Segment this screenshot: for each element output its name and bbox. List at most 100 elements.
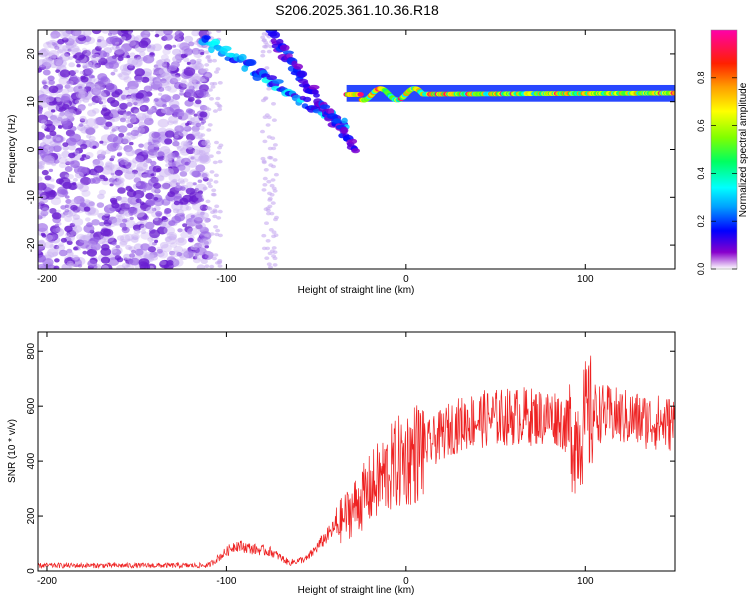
noise-blob	[185, 139, 193, 145]
noise-blob	[266, 262, 272, 267]
noise-blob	[164, 130, 175, 138]
noise-blob	[199, 198, 205, 202]
noise-blob	[191, 170, 200, 178]
noise-blob	[213, 173, 219, 178]
noise-blob	[267, 204, 273, 209]
noise-blob	[205, 199, 211, 204]
noise-blob	[60, 237, 67, 243]
noise-blob	[187, 96, 195, 102]
noise-blob	[87, 259, 98, 268]
noise-blob	[206, 107, 212, 112]
noise-blob	[211, 256, 217, 261]
noise-blob	[134, 75, 144, 83]
snr-x-tick-label: -200	[37, 576, 57, 587]
noise-blob	[69, 223, 76, 228]
noise-blob	[50, 197, 62, 206]
noise-blob	[149, 82, 154, 86]
noise-blob	[48, 79, 56, 85]
snr-ticks: -200 -100 0 100 0 200 400 600 800	[26, 332, 675, 587]
colorbar: 0.0 0.2 0.4 0.6 0.8 Normalized spectral ampl…	[696, 29, 749, 275]
noise-blob	[126, 95, 135, 103]
noise-blob	[125, 132, 131, 137]
noise-blob	[66, 260, 74, 267]
noise-blob	[207, 123, 213, 127]
noise-blob	[98, 57, 108, 66]
noise-blob	[84, 86, 92, 92]
noise-blob	[267, 155, 273, 160]
noise-blob	[193, 153, 204, 161]
noise-blob	[271, 246, 277, 250]
noise-blob	[47, 103, 59, 113]
spectrogram-x-tick-label: 100	[577, 274, 594, 285]
carrier-segment	[357, 92, 364, 97]
colorbar-tick-label: 0.2	[696, 215, 706, 228]
noise-blob	[134, 68, 145, 77]
noise-blob	[79, 202, 86, 208]
noise-blob	[98, 93, 108, 101]
noise-blob	[263, 168, 269, 172]
noise-blob	[121, 226, 130, 234]
noise-blob	[265, 246, 271, 251]
noise-blob	[159, 241, 169, 249]
noise-blob	[123, 76, 132, 83]
noise-blob	[91, 219, 100, 226]
noise-blob	[54, 258, 60, 263]
noise-blob	[41, 233, 47, 238]
noise-blob	[109, 36, 121, 44]
noise-blob	[62, 145, 69, 151]
noise-blob	[136, 98, 144, 104]
noise-blob	[269, 249, 275, 253]
noise-blob	[125, 244, 132, 250]
noise-blob	[97, 39, 102, 43]
noise-blob	[164, 208, 172, 214]
noise-blob	[52, 251, 58, 257]
noise-blob	[113, 68, 118, 73]
noise-blob	[140, 219, 148, 225]
noise-blob	[68, 56, 73, 60]
noise-blob	[271, 118, 277, 122]
branch-blob-1	[303, 96, 312, 103]
branch-blob-1	[211, 38, 221, 46]
noise-blob	[271, 102, 276, 106]
noise-blob	[186, 145, 193, 150]
noise-blob	[38, 210, 44, 217]
noise-blob	[108, 61, 119, 69]
noise-blob	[204, 264, 210, 269]
noise-blob	[137, 125, 150, 134]
noise-blob	[263, 45, 269, 49]
noise-blob	[62, 181, 72, 189]
noise-blob	[58, 76, 69, 85]
noise-blob	[38, 250, 42, 254]
noise-blob	[199, 204, 209, 211]
noise-blob	[162, 149, 173, 158]
spectrogram-y-tick-label: -10	[26, 190, 37, 205]
branch-blob-2	[308, 84, 320, 90]
noise-blob	[53, 265, 60, 269]
noise-blob	[264, 221, 269, 225]
noise-blob	[43, 145, 55, 154]
noise-blob	[110, 71, 116, 76]
noise-blob	[115, 182, 121, 187]
snr-plot-area	[38, 332, 675, 571]
noise-blob	[148, 170, 154, 174]
noise-blob	[97, 153, 106, 161]
noise-blob	[200, 211, 205, 216]
noise-blob	[82, 234, 92, 241]
noise-blob	[99, 174, 106, 180]
noise-blob	[93, 165, 104, 173]
noise-blob	[41, 80, 47, 84]
noise-blob	[114, 114, 120, 119]
noise-blob	[135, 155, 144, 162]
noise-blob	[204, 152, 210, 157]
noise-blob	[182, 223, 188, 228]
snr-y-tick-label: 0	[26, 568, 37, 574]
branch-blob-2	[313, 93, 320, 98]
noise-blob	[118, 71, 130, 81]
noise-blob	[54, 45, 60, 50]
noise-blob	[91, 75, 96, 79]
noise-blob	[120, 30, 128, 34]
noise-blob	[64, 225, 73, 233]
noise-blob	[88, 240, 97, 247]
noise-blob	[175, 73, 181, 78]
noise-blob	[262, 139, 268, 144]
